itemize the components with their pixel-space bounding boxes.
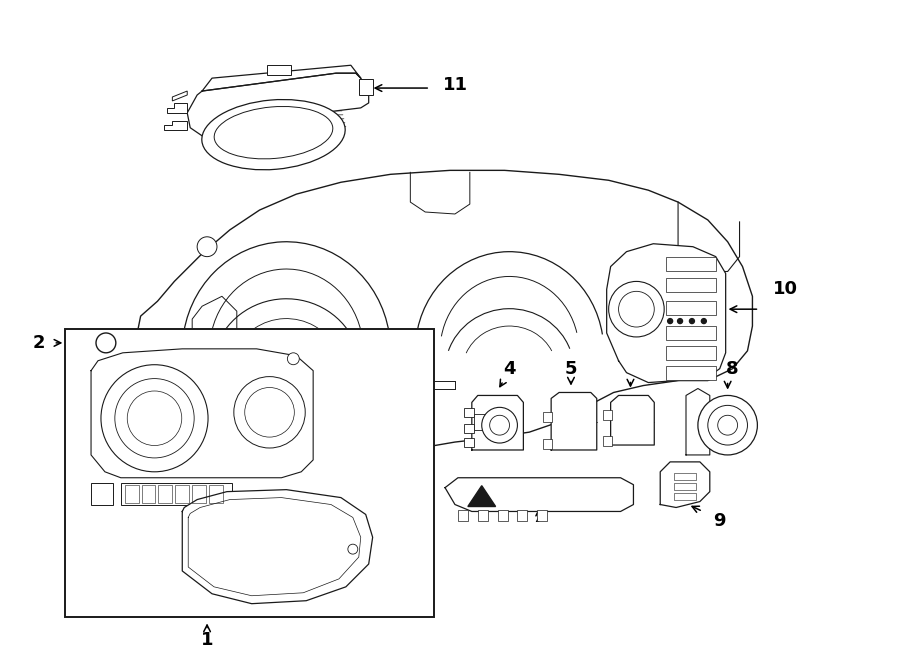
Polygon shape [173,91,187,101]
Bar [66,329,434,617]
Bar [176,485,189,502]
Ellipse shape [115,379,194,458]
Bar [666,366,716,379]
Ellipse shape [214,106,333,159]
Circle shape [96,333,116,353]
Bar [666,346,716,360]
Bar [498,510,508,522]
Polygon shape [167,103,187,113]
Bar [464,408,473,417]
Bar [666,326,716,340]
Bar [464,438,473,447]
Circle shape [717,415,738,435]
Ellipse shape [245,387,294,437]
Circle shape [698,395,758,455]
Circle shape [618,292,654,327]
Text: 6: 6 [625,360,636,377]
Polygon shape [661,462,710,508]
Polygon shape [183,490,373,603]
Bar [518,510,527,522]
Ellipse shape [234,377,305,448]
Bar [464,424,473,433]
Bar [458,510,468,522]
Bar [674,473,696,480]
Text: 2: 2 [32,334,45,352]
Bar [544,439,552,449]
Polygon shape [610,395,654,445]
Text: 11: 11 [443,76,467,94]
Circle shape [482,407,517,443]
Circle shape [348,544,358,554]
Bar [141,485,156,502]
Text: 8: 8 [726,360,739,377]
Text: 5: 5 [564,360,577,377]
Polygon shape [468,486,496,506]
Bar [603,436,612,446]
Bar [666,278,716,292]
Bar [193,485,206,502]
Bar [473,414,486,430]
Bar [266,65,292,75]
Ellipse shape [202,100,346,170]
Polygon shape [165,121,187,130]
Bar [91,483,112,504]
Bar [666,256,716,270]
Bar [359,79,373,95]
Polygon shape [686,389,710,455]
Polygon shape [472,395,524,450]
Circle shape [701,319,706,323]
Circle shape [608,282,664,337]
Text: 9: 9 [714,512,726,530]
Text: 4: 4 [503,360,516,377]
Bar [603,410,612,420]
Circle shape [678,319,682,323]
Text: 7: 7 [533,508,545,526]
Text: 1: 1 [201,631,213,649]
Bar [674,483,696,490]
Bar [537,510,547,522]
Polygon shape [187,73,369,147]
Circle shape [287,353,300,365]
Ellipse shape [127,391,182,446]
Polygon shape [138,171,752,460]
Bar [666,301,716,315]
Polygon shape [445,478,634,512]
Circle shape [197,237,217,256]
Bar [209,485,223,502]
Circle shape [707,405,748,445]
Polygon shape [607,244,725,383]
Bar [674,492,696,500]
Text: 10: 10 [773,280,797,298]
Polygon shape [551,393,597,450]
Ellipse shape [101,365,208,472]
Circle shape [689,319,695,323]
Bar [544,412,552,422]
Circle shape [490,415,509,435]
Circle shape [668,319,672,323]
Polygon shape [202,65,361,91]
Bar [121,483,232,504]
Bar [125,485,139,502]
Bar [158,485,173,502]
Polygon shape [91,349,313,478]
Text: 3: 3 [300,344,312,362]
Bar [478,510,488,522]
